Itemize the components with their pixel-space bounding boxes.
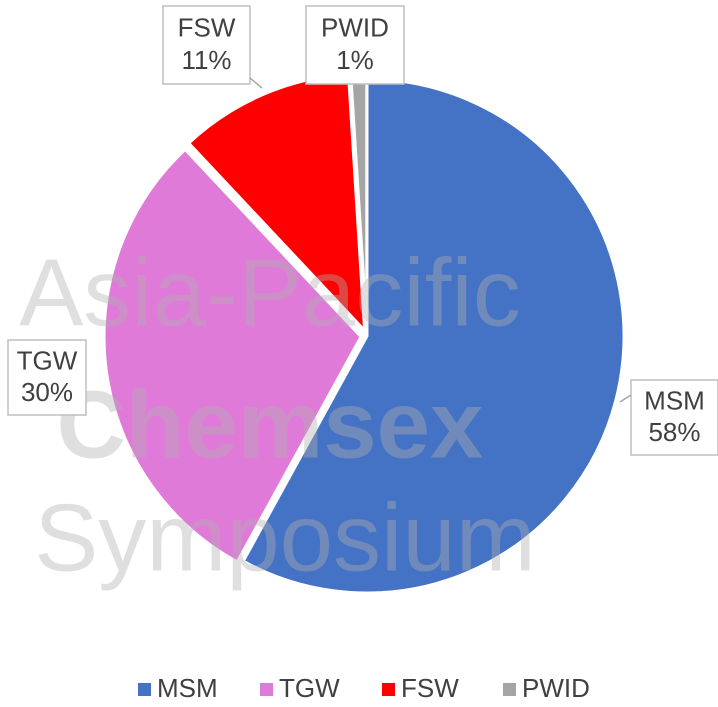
watermark-line: Symposium: [34, 484, 535, 591]
pie: [102, 71, 626, 595]
label-value: 1%: [336, 45, 374, 75]
leader-line: [249, 77, 263, 89]
label-box: [7, 339, 87, 416]
slice: [241, 77, 626, 595]
label-value: 11%: [181, 45, 231, 75]
label-box: [630, 379, 718, 456]
legend: MSM TGW FSW PWID: [138, 673, 590, 703]
watermark-line: Chemsex: [57, 371, 484, 478]
legend-swatch: [503, 683, 516, 696]
label-name: MSM: [644, 385, 705, 415]
legend-swatch: [138, 683, 151, 696]
watermark-line: Asia-Pacific: [19, 239, 520, 346]
watermark: Asia-Pacific Chemsex Symposium: [19, 239, 535, 591]
leader-line: [619, 394, 632, 403]
label-name: TGW: [17, 345, 78, 375]
label-box: [162, 5, 251, 85]
label-name: FSW: [178, 12, 236, 42]
label-value: 30%: [21, 377, 73, 407]
slice: [102, 147, 363, 565]
legend-label: TGW: [279, 673, 340, 703]
legend-swatch: [382, 683, 395, 696]
leader-line: [354, 83, 359, 89]
label-name: PWID: [321, 12, 389, 42]
legend-label: MSM: [157, 673, 218, 703]
legend-label: PWID: [522, 673, 590, 703]
label-value: 58%: [648, 417, 700, 447]
legend-swatch: [260, 683, 273, 696]
legend-label: FSW: [401, 673, 459, 703]
